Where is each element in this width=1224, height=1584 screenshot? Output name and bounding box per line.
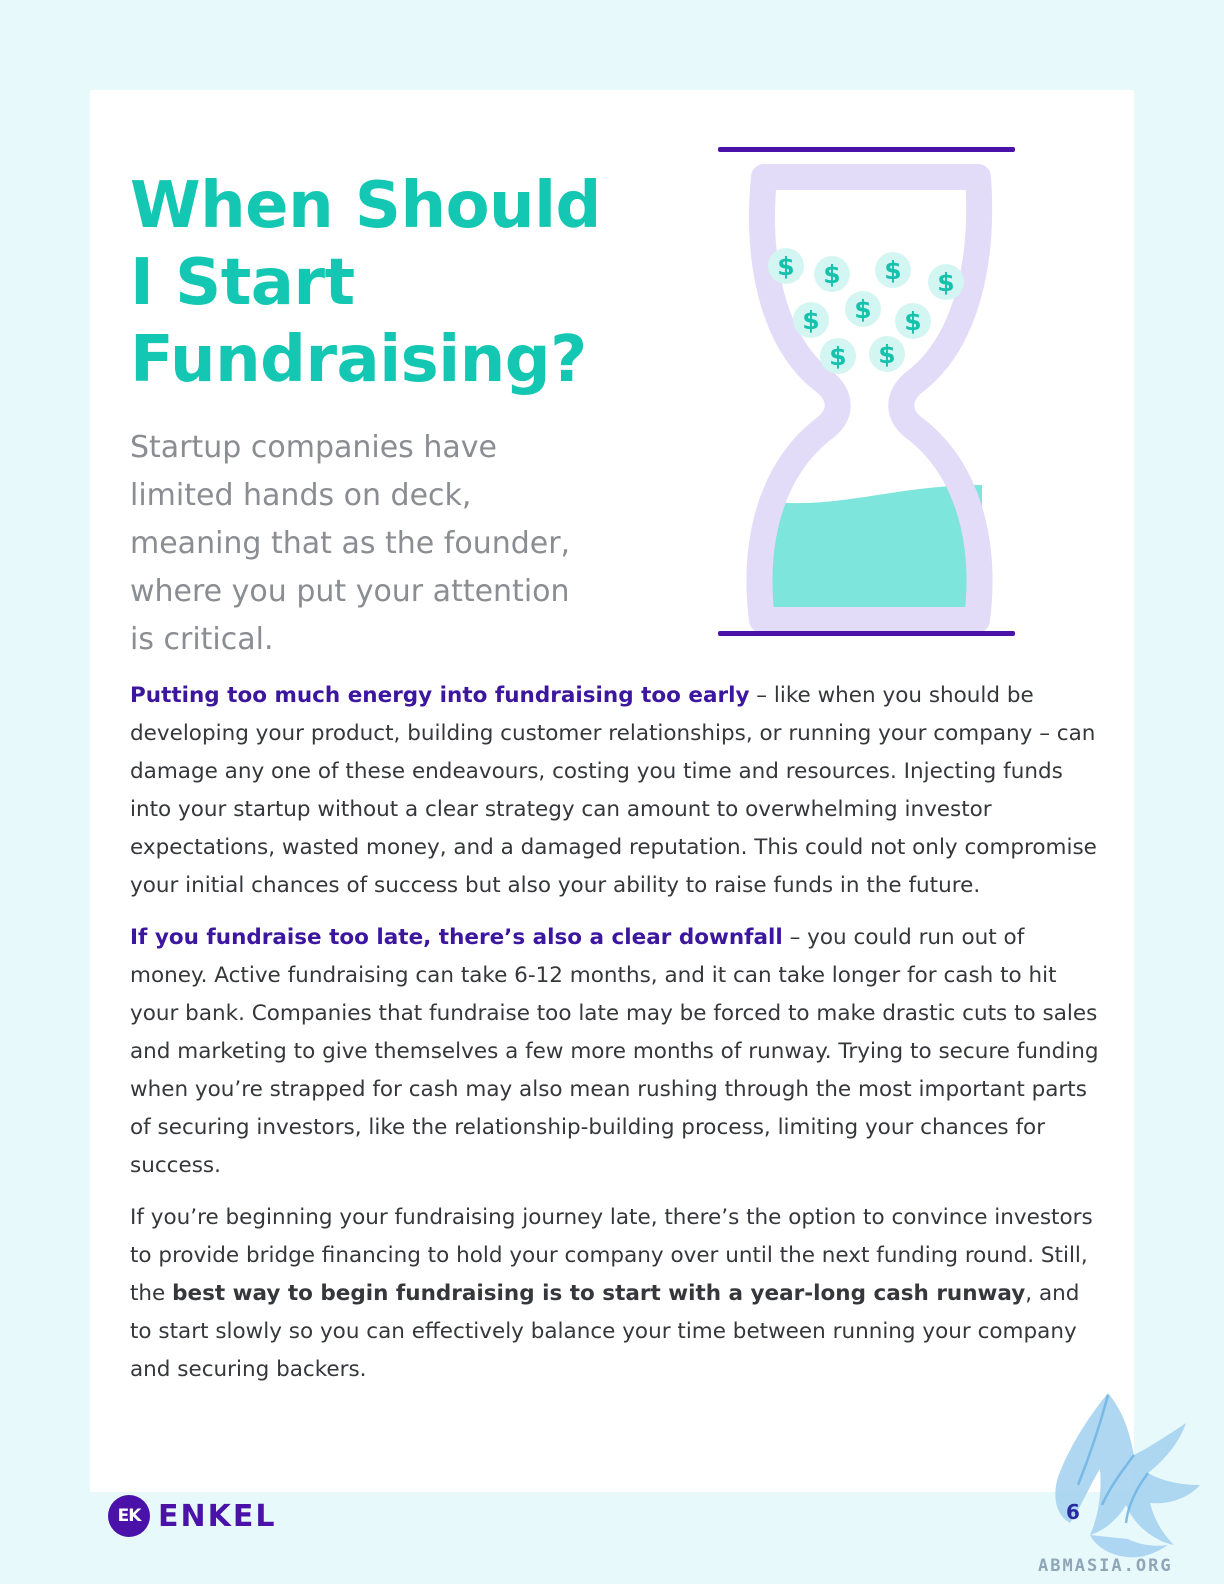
- paragraph-body: – you could run out of money. Active fun…: [130, 925, 1099, 1178]
- page-number: 6: [1066, 1500, 1080, 1524]
- title-line-2: I Start: [130, 246, 355, 320]
- coin-2: $: [823, 260, 840, 289]
- paragraph-bridge-financing: If you’re beginning your fundraising jou…: [130, 1199, 1105, 1389]
- body-text: Putting too much energy into fundraising…: [130, 677, 1105, 1403]
- paragraph-body: – like when you should be developing you…: [130, 683, 1097, 898]
- title-line-3: Fundraising?: [130, 323, 587, 397]
- watermark-eagle-icon: [1055, 1393, 1200, 1558]
- logo-wordmark: ENKEL: [158, 1498, 277, 1534]
- coin-6: $: [854, 295, 871, 324]
- paragraph-too-early: Putting too much energy into fundraising…: [130, 677, 1105, 905]
- paragraph-body: , and to start slowly so you can effecti…: [130, 1281, 1080, 1382]
- paragraph-emphasis: best way to begin fundraising is to star…: [172, 1281, 1026, 1306]
- intro-text: Startup companies have limited hands on …: [130, 430, 571, 657]
- title-line-1: When Should: [130, 169, 601, 243]
- coin-5: $: [802, 306, 819, 335]
- coin-9: $: [878, 340, 895, 369]
- logo-mark: EK: [108, 1495, 150, 1537]
- paragraph-lead: If you fundraise too late, there’s also …: [130, 925, 783, 950]
- coin-4: $: [937, 268, 954, 297]
- paragraph-too-late: If you fundraise too late, there’s also …: [130, 919, 1105, 1185]
- watermark-text: ABMASIA.ORG: [1038, 1556, 1173, 1576]
- enkel-logo: EK ENKEL: [108, 1495, 276, 1537]
- hourglass-icon: $ $ $ $ $ $ $ $ $: [718, 147, 1015, 636]
- coin-3: $: [884, 256, 901, 285]
- paragraph-body: If you’re beginning your fundraising jou…: [130, 1205, 1093, 1306]
- coin-8: $: [829, 342, 846, 371]
- paragraph-lead: Putting too much energy into fundraising…: [130, 683, 750, 708]
- coin-1: $: [777, 252, 794, 281]
- page-title: When Should I Start Fundraising?: [130, 168, 650, 399]
- coin-7: $: [904, 307, 921, 336]
